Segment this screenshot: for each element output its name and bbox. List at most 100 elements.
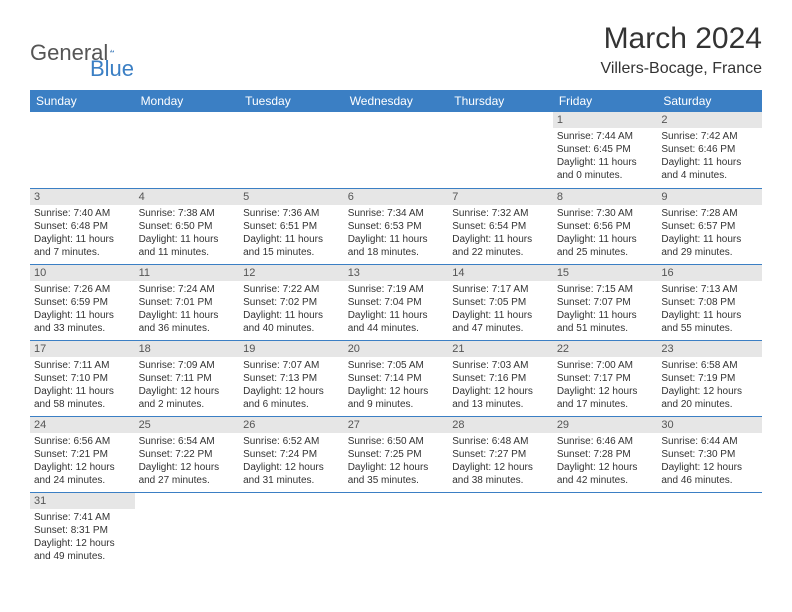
calendar-cell: 14Sunrise: 7:17 AMSunset: 7:05 PMDayligh… (448, 264, 553, 340)
header: General March 2024 Villers-Bocage, Franc… (30, 22, 762, 78)
day-number: 23 (657, 341, 762, 357)
calendar-cell: 30Sunrise: 6:44 AMSunset: 7:30 PMDayligh… (657, 416, 762, 492)
daylight-line: Daylight: 11 hours and 4 minutes. (661, 156, 758, 182)
sunrise-line: Sunrise: 7:15 AM (557, 283, 654, 296)
day-details: Sunrise: 6:48 AMSunset: 7:27 PMDaylight:… (448, 433, 553, 491)
sunset-line: Sunset: 6:59 PM (34, 296, 131, 309)
calendar-cell-empty (135, 112, 240, 188)
sunrise-line: Sunrise: 7:34 AM (348, 207, 445, 220)
sunset-line: Sunset: 7:02 PM (243, 296, 340, 309)
daylight-line: Daylight: 11 hours and 22 minutes. (452, 233, 549, 259)
day-number: 15 (553, 265, 658, 281)
sunrise-line: Sunrise: 7:40 AM (34, 207, 131, 220)
day-number: 17 (30, 341, 135, 357)
day-details: Sunrise: 7:07 AMSunset: 7:13 PMDaylight:… (239, 357, 344, 415)
day-number: 24 (30, 417, 135, 433)
sunrise-line: Sunrise: 7:38 AM (139, 207, 236, 220)
day-details: Sunrise: 7:11 AMSunset: 7:10 PMDaylight:… (30, 357, 135, 415)
day-details: Sunrise: 6:52 AMSunset: 7:24 PMDaylight:… (239, 433, 344, 491)
sunset-line: Sunset: 7:21 PM (34, 448, 131, 461)
sunrise-line: Sunrise: 7:22 AM (243, 283, 340, 296)
sunset-line: Sunset: 7:19 PM (661, 372, 758, 385)
daylight-line: Daylight: 12 hours and 9 minutes. (348, 385, 445, 411)
sunrise-line: Sunrise: 7:03 AM (452, 359, 549, 372)
sunset-line: Sunset: 7:11 PM (139, 372, 236, 385)
calendar-table: SundayMondayTuesdayWednesdayThursdayFrid… (30, 90, 762, 568)
sunset-line: Sunset: 7:01 PM (139, 296, 236, 309)
weekday-header: Wednesday (344, 90, 449, 112)
sunrise-line: Sunrise: 7:26 AM (34, 283, 131, 296)
daylight-line: Daylight: 11 hours and 11 minutes. (139, 233, 236, 259)
daylight-line: Daylight: 12 hours and 17 minutes. (557, 385, 654, 411)
day-number: 2 (657, 112, 762, 128)
day-details: Sunrise: 7:34 AMSunset: 6:53 PMDaylight:… (344, 205, 449, 263)
day-number: 20 (344, 341, 449, 357)
calendar-cell: 19Sunrise: 7:07 AMSunset: 7:13 PMDayligh… (239, 340, 344, 416)
sunrise-line: Sunrise: 7:13 AM (661, 283, 758, 296)
daylight-line: Daylight: 12 hours and 20 minutes. (661, 385, 758, 411)
logo-text-blue: Blue (90, 56, 134, 82)
calendar-cell: 1Sunrise: 7:44 AMSunset: 6:45 PMDaylight… (553, 112, 658, 188)
daylight-line: Daylight: 12 hours and 31 minutes. (243, 461, 340, 487)
calendar-row: 3Sunrise: 7:40 AMSunset: 6:48 PMDaylight… (30, 188, 762, 264)
day-number: 30 (657, 417, 762, 433)
calendar-cell-empty (344, 492, 449, 568)
sunset-line: Sunset: 7:17 PM (557, 372, 654, 385)
sunrise-line: Sunrise: 7:07 AM (243, 359, 340, 372)
sunset-line: Sunset: 6:50 PM (139, 220, 236, 233)
sunrise-line: Sunrise: 6:50 AM (348, 435, 445, 448)
day-details: Sunrise: 7:03 AMSunset: 7:16 PMDaylight:… (448, 357, 553, 415)
calendar-row: 31Sunrise: 7:41 AMSunset: 8:31 PMDayligh… (30, 492, 762, 568)
sunset-line: Sunset: 7:07 PM (557, 296, 654, 309)
calendar-cell-empty (30, 112, 135, 188)
daylight-line: Daylight: 11 hours and 58 minutes. (34, 385, 131, 411)
day-details: Sunrise: 6:50 AMSunset: 7:25 PMDaylight:… (344, 433, 449, 491)
calendar-row: 17Sunrise: 7:11 AMSunset: 7:10 PMDayligh… (30, 340, 762, 416)
sunset-line: Sunset: 7:28 PM (557, 448, 654, 461)
calendar-cell: 21Sunrise: 7:03 AMSunset: 7:16 PMDayligh… (448, 340, 553, 416)
calendar-cell: 5Sunrise: 7:36 AMSunset: 6:51 PMDaylight… (239, 188, 344, 264)
day-details: Sunrise: 6:56 AMSunset: 7:21 PMDaylight:… (30, 433, 135, 491)
day-number: 9 (657, 189, 762, 205)
location: Villers-Bocage, France (600, 60, 762, 78)
sunset-line: Sunset: 6:56 PM (557, 220, 654, 233)
day-number: 18 (135, 341, 240, 357)
sunrise-line: Sunrise: 7:36 AM (243, 207, 340, 220)
calendar-cell: 13Sunrise: 7:19 AMSunset: 7:04 PMDayligh… (344, 264, 449, 340)
sunrise-line: Sunrise: 7:28 AM (661, 207, 758, 220)
day-details: Sunrise: 7:13 AMSunset: 7:08 PMDaylight:… (657, 281, 762, 339)
daylight-line: Daylight: 12 hours and 27 minutes. (139, 461, 236, 487)
day-details: Sunrise: 7:44 AMSunset: 6:45 PMDaylight:… (553, 128, 658, 186)
daylight-line: Daylight: 11 hours and 51 minutes. (557, 309, 654, 335)
daylight-line: Daylight: 11 hours and 25 minutes. (557, 233, 654, 259)
daylight-line: Daylight: 12 hours and 42 minutes. (557, 461, 654, 487)
sunset-line: Sunset: 6:46 PM (661, 143, 758, 156)
sunset-line: Sunset: 7:05 PM (452, 296, 549, 309)
calendar-cell: 27Sunrise: 6:50 AMSunset: 7:25 PMDayligh… (344, 416, 449, 492)
sunset-line: Sunset: 7:30 PM (661, 448, 758, 461)
sunrise-line: Sunrise: 6:44 AM (661, 435, 758, 448)
day-number: 25 (135, 417, 240, 433)
sunrise-line: Sunrise: 6:58 AM (661, 359, 758, 372)
calendar-cell: 2Sunrise: 7:42 AMSunset: 6:46 PMDaylight… (657, 112, 762, 188)
calendar-cell-empty (239, 492, 344, 568)
daylight-line: Daylight: 11 hours and 40 minutes. (243, 309, 340, 335)
calendar-cell: 11Sunrise: 7:24 AMSunset: 7:01 PMDayligh… (135, 264, 240, 340)
sunrise-line: Sunrise: 7:44 AM (557, 130, 654, 143)
calendar-cell: 16Sunrise: 7:13 AMSunset: 7:08 PMDayligh… (657, 264, 762, 340)
title-block: March 2024 Villers-Bocage, France (600, 22, 762, 78)
day-details: Sunrise: 7:38 AMSunset: 6:50 PMDaylight:… (135, 205, 240, 263)
calendar-cell: 7Sunrise: 7:32 AMSunset: 6:54 PMDaylight… (448, 188, 553, 264)
daylight-line: Daylight: 11 hours and 55 minutes. (661, 309, 758, 335)
calendar-cell: 3Sunrise: 7:40 AMSunset: 6:48 PMDaylight… (30, 188, 135, 264)
calendar-cell: 17Sunrise: 7:11 AMSunset: 7:10 PMDayligh… (30, 340, 135, 416)
daylight-line: Daylight: 12 hours and 24 minutes. (34, 461, 131, 487)
weekday-header-row: SundayMondayTuesdayWednesdayThursdayFrid… (30, 90, 762, 112)
calendar-cell-empty (239, 112, 344, 188)
sunrise-line: Sunrise: 7:32 AM (452, 207, 549, 220)
calendar-cell: 24Sunrise: 6:56 AMSunset: 7:21 PMDayligh… (30, 416, 135, 492)
day-number: 10 (30, 265, 135, 281)
day-details: Sunrise: 7:19 AMSunset: 7:04 PMDaylight:… (344, 281, 449, 339)
calendar-cell: 25Sunrise: 6:54 AMSunset: 7:22 PMDayligh… (135, 416, 240, 492)
sunset-line: Sunset: 8:31 PM (34, 524, 131, 537)
